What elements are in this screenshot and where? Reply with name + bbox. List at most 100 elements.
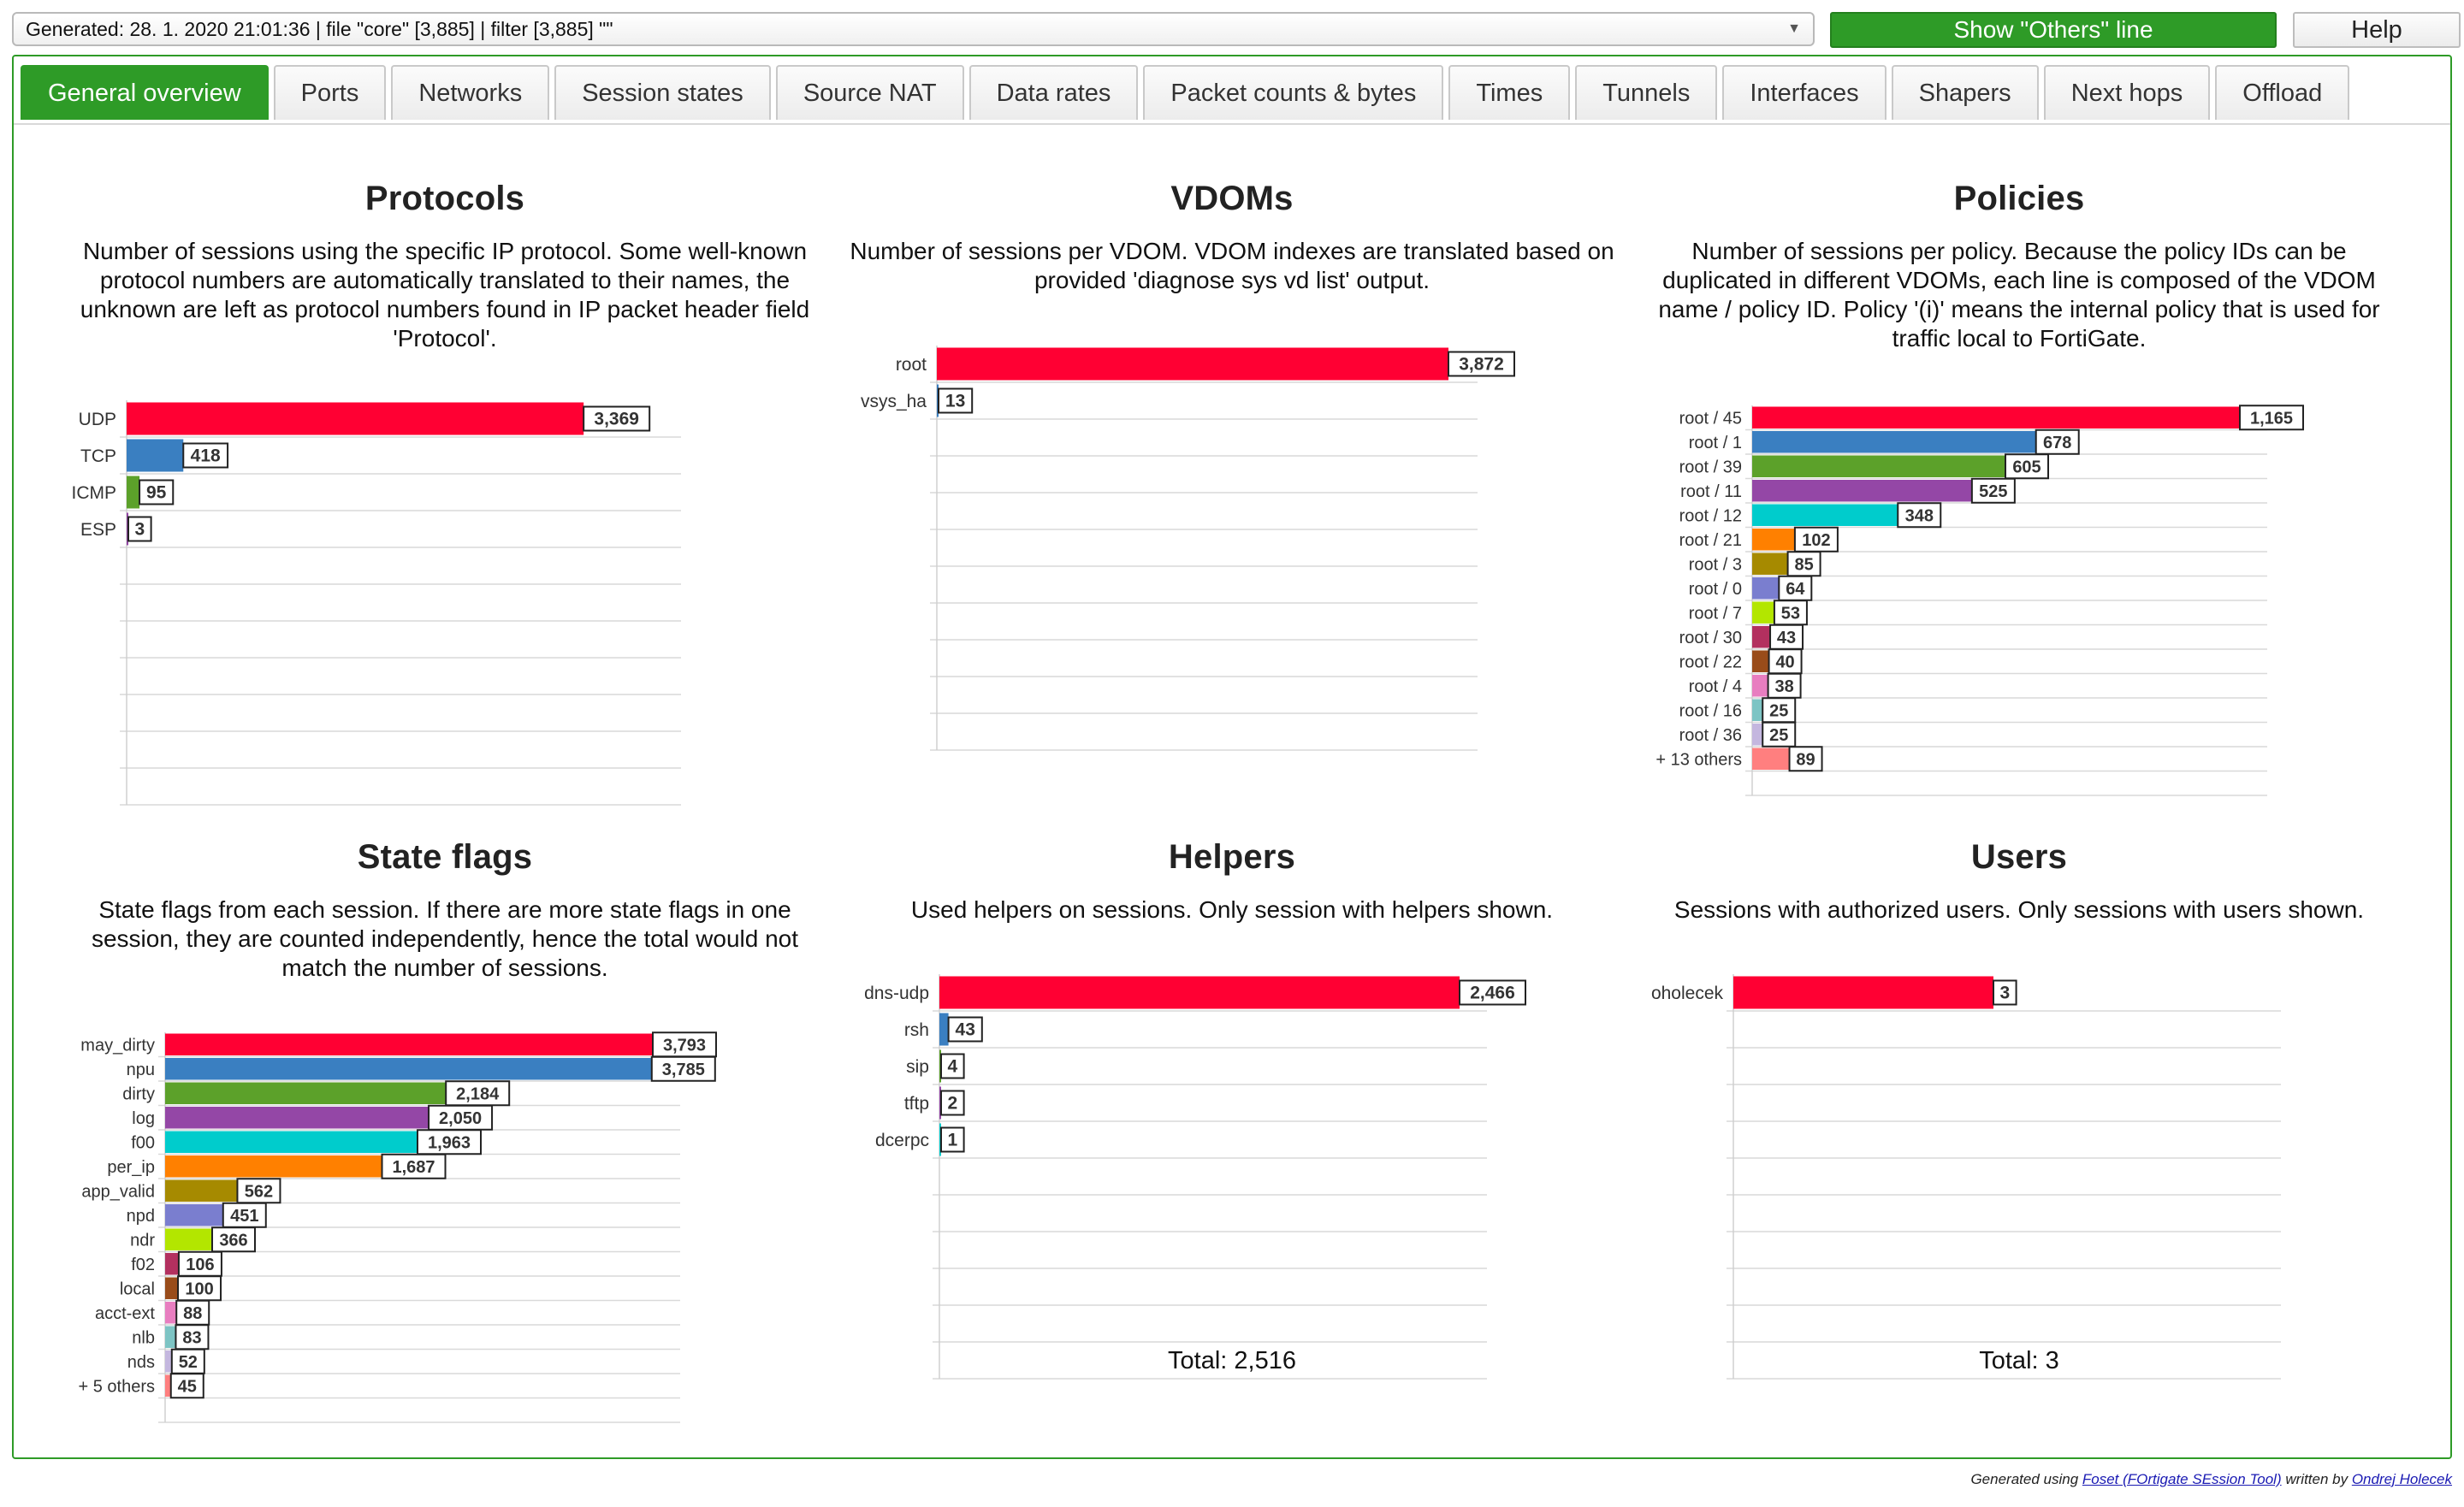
bar — [937, 384, 939, 417]
show-others-line-button[interactable]: Show "Others" line — [1830, 12, 2277, 48]
category-label: root / 39 — [1679, 458, 1742, 476]
bar — [939, 1013, 949, 1046]
category-label: TCP — [80, 446, 116, 466]
value-label-box — [1769, 623, 1804, 650]
tab-session-states[interactable]: Session states — [554, 65, 771, 120]
value-label-box — [1447, 351, 1515, 377]
author-link[interactable]: Ondrej Holecek — [2351, 1471, 2452, 1487]
bar — [165, 1131, 418, 1153]
value-label: 3 — [134, 520, 145, 540]
foset-link[interactable]: Foset (FOrtigate SEssion Tool) — [2082, 1471, 2282, 1487]
category-label: root / 22 — [1679, 653, 1742, 671]
value-label: 2,050 — [439, 1109, 482, 1128]
bar — [1752, 748, 1790, 770]
tab-bar: General overview Ports Networks Session sta… — [21, 65, 2350, 123]
bar — [165, 1058, 652, 1080]
policies-chart: root / 45 1,165 root / 1 678 root / 39 605 roo… — [1656, 405, 2304, 796]
value-label-box — [2005, 453, 2050, 480]
value-label: 418 — [191, 446, 221, 466]
bar — [165, 1277, 179, 1299]
bar — [165, 1033, 653, 1055]
bar — [165, 1155, 382, 1178]
helpers-total: Total: 2,516 — [1168, 1347, 1296, 1374]
bar — [165, 1107, 429, 1129]
tab-packet-counts-bytes[interactable]: Packet counts & bytes — [1143, 65, 1444, 120]
panel-title: Policies — [1953, 180, 2085, 217]
generated-filter-select[interactable]: Generated: 28. 1. 2020 21:01:36 | file "… — [12, 12, 1815, 46]
users-chart: oholecek 3 — [1651, 974, 2281, 1380]
panel-title: Protocols — [364, 180, 525, 217]
category-label: root / 11 — [1680, 482, 1742, 501]
value-label-box — [947, 1016, 983, 1043]
bar — [1733, 976, 1993, 1009]
value-label-box — [1459, 979, 1526, 1006]
value-label-box — [222, 1202, 267, 1228]
top-bar: Generated: 28. 1. 2020 21:01:36 | file "… — [12, 10, 2461, 53]
tab-next-hops[interactable]: Next hops — [2043, 65, 2211, 120]
panel-description: Number of sessions using the specific IP… — [80, 238, 810, 352]
value-label-box — [211, 1226, 257, 1253]
tab-tunnels[interactable]: Tunnels — [1575, 65, 1718, 120]
category-label: local — [120, 1279, 155, 1298]
category-label: tftp — [904, 1094, 929, 1114]
value-label: 1,165 — [2250, 409, 2293, 428]
value-label: 43 — [1777, 629, 1796, 647]
category-label: UDP — [79, 410, 116, 429]
tab-times[interactable]: Times — [1448, 65, 1571, 120]
value-label: 3,793 — [663, 1036, 706, 1055]
value-label-box — [583, 405, 651, 432]
category-label: dirty — [122, 1084, 155, 1103]
value-label-box — [650, 1055, 716, 1082]
value-label: 106 — [186, 1256, 214, 1274]
tab-source-nat[interactable]: Source NAT — [775, 65, 964, 120]
value-label-box — [2239, 405, 2304, 431]
tab-shapers[interactable]: Shapers — [1891, 65, 2039, 120]
bar — [1752, 553, 1788, 575]
value-label: 1,963 — [428, 1133, 471, 1152]
vdoms-chart: root 3,872 vsys_ha 13 — [861, 346, 1515, 751]
panel-title: State flags — [357, 838, 533, 876]
value-label: 88 — [183, 1304, 202, 1323]
category-label: sip — [906, 1057, 929, 1077]
value-label: 102 — [1802, 531, 1830, 550]
bar — [127, 402, 584, 435]
value-label: 25 — [1769, 701, 1788, 720]
users-total: Total: 3 — [1979, 1347, 2059, 1374]
category-label: root — [896, 355, 927, 375]
panel-description: State flags from each session. If there … — [91, 896, 799, 981]
gridlines — [930, 381, 1478, 751]
value-label-box — [175, 1324, 210, 1350]
bar — [1752, 724, 1763, 746]
bar — [1752, 406, 2240, 428]
bar — [1752, 431, 2036, 453]
tab-general-overview[interactable]: General overview — [21, 65, 269, 120]
tab-data-rates[interactable]: Data rates — [968, 65, 1139, 120]
bar — [165, 1179, 238, 1202]
bar — [939, 1123, 941, 1156]
policies-panel: Policies Number of sessions per policy. … — [1626, 175, 2413, 353]
tab-networks[interactable]: Networks — [391, 65, 550, 120]
value-label: 348 — [1905, 506, 1934, 525]
category-label: dcerpc — [875, 1131, 929, 1150]
panel-description: Used helpers on sessions. Only session w… — [910, 896, 1554, 923]
category-label: acct-ext — [95, 1304, 155, 1323]
help-button[interactable]: Help — [2293, 12, 2461, 48]
value-label-box — [1778, 575, 1813, 601]
value-label-box — [1762, 721, 1797, 748]
category-label: npu — [127, 1061, 155, 1079]
bar — [165, 1326, 176, 1348]
category-label: root / 12 — [1679, 506, 1742, 525]
value-label: 451 — [230, 1207, 258, 1226]
tab-ports[interactable]: Ports — [273, 65, 387, 120]
bar — [165, 1302, 177, 1324]
category-label: nds — [127, 1353, 155, 1372]
tab-interfaces[interactable]: Interfaces — [1722, 65, 1886, 120]
panel-title: Helpers — [1168, 838, 1296, 876]
gridlines — [1727, 1010, 2281, 1380]
tab-offload[interactable]: Offload — [2215, 65, 2350, 120]
value-label: 40 — [1775, 653, 1794, 671]
panel-description: Sessions with authorized users. Only ses… — [1673, 896, 2365, 923]
value-label-box — [940, 1090, 965, 1116]
value-label: 1 — [947, 1131, 957, 1150]
bar — [165, 1350, 172, 1373]
